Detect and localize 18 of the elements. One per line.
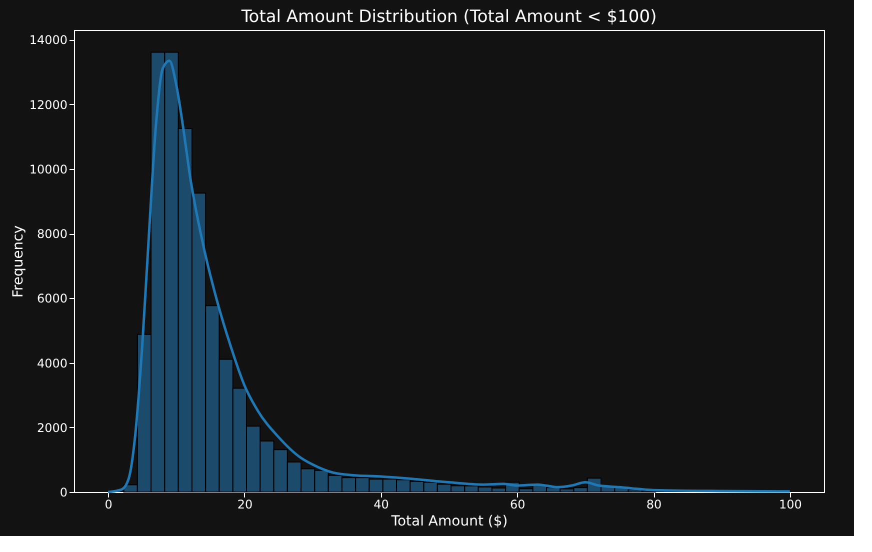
x-axis-title: Total Amount ($) [390, 514, 508, 530]
x-tick-label: 0 [104, 498, 112, 512]
y-tick-label: 12000 [29, 98, 68, 112]
y-tick-label: 6000 [36, 292, 68, 306]
x-tick-label: 80 [646, 498, 662, 512]
x-tick-label: 20 [237, 498, 253, 512]
y-tick-label: 10000 [29, 162, 68, 176]
x-tick-label: 60 [510, 498, 526, 512]
line-series [106, 59, 792, 494]
y-axis-title: Frequency [10, 225, 26, 298]
y-tick-label: 8000 [36, 227, 68, 242]
x-tick-label: 100 [778, 498, 802, 512]
y-tick-label: 14000 [29, 33, 68, 48]
y-tick-label: 4000 [36, 356, 68, 370]
chart-title: Total Amount Distribution (Total Amount < $100) [240, 7, 657, 27]
y-tick-label: 0 [60, 486, 68, 500]
x-tick-label: 40 [374, 498, 389, 512]
y-tick-label: 2000 [36, 420, 68, 435]
